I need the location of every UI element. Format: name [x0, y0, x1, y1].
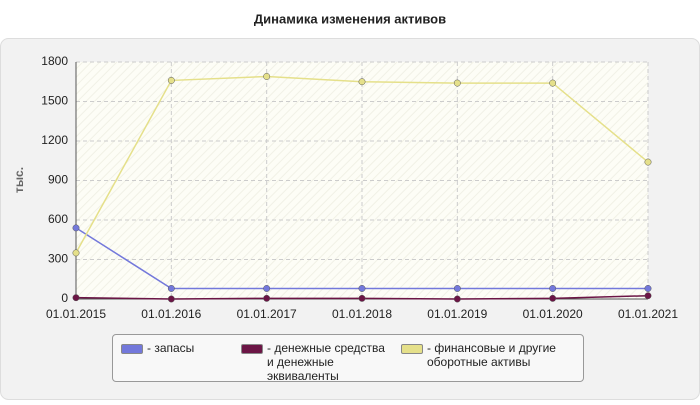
point	[644, 158, 652, 166]
x-tick-label: 01.01.2020	[523, 307, 583, 321]
point	[453, 285, 461, 292]
x-tick-label: 01.01.2017	[237, 307, 297, 321]
point	[453, 79, 461, 87]
y-tick-label: 1800	[41, 54, 68, 68]
x-tick-label: 01.01.2018	[332, 307, 392, 321]
point	[358, 294, 366, 302]
legend-swatch	[121, 344, 143, 354]
chart-title: Динамика изменения активов	[254, 11, 446, 26]
point	[263, 294, 271, 302]
point	[453, 295, 461, 303]
x-tick-label: 01.01.2021	[618, 307, 678, 321]
point	[644, 292, 652, 300]
y-tick-label: 900	[48, 173, 68, 187]
y-axis-label: тыс.	[12, 167, 26, 193]
legend-swatch	[401, 344, 423, 354]
point	[263, 285, 271, 292]
x-tick-label: 01.01.2019	[427, 307, 487, 321]
y-tick-label: 300	[48, 252, 68, 266]
point	[263, 73, 271, 80]
legend-item: - денежные средства и денежные эквивален…	[241, 341, 391, 383]
point	[72, 224, 80, 232]
y-tick-label: 1500	[41, 94, 68, 108]
point	[549, 294, 557, 302]
point	[644, 285, 652, 292]
x-tick-label: 01.01.2015	[46, 307, 106, 321]
legend-label: - запасы	[147, 341, 195, 355]
point	[549, 285, 557, 292]
y-tick-label: 0	[61, 291, 68, 305]
legend-label: - денежные средства и денежные эквивален…	[267, 341, 385, 383]
legend: - запасы - денежные средства и денежные э…	[112, 334, 584, 383]
point	[72, 294, 80, 302]
point	[167, 295, 175, 303]
y-tick-label: 600	[48, 212, 68, 226]
legend-swatch	[241, 344, 263, 354]
legend-item: - запасы	[121, 341, 231, 375]
point	[549, 79, 557, 87]
point	[358, 78, 366, 86]
point	[167, 76, 175, 84]
point	[72, 249, 80, 257]
point	[167, 285, 175, 292]
point	[358, 285, 366, 292]
y-tick-label: 1200	[41, 133, 68, 147]
legend-item: - финансовые и другие оборотные активы	[401, 341, 571, 375]
legend-label: - финансовые и другие оборотные активы	[427, 341, 556, 369]
x-tick-label: 01.01.2016	[141, 307, 201, 321]
